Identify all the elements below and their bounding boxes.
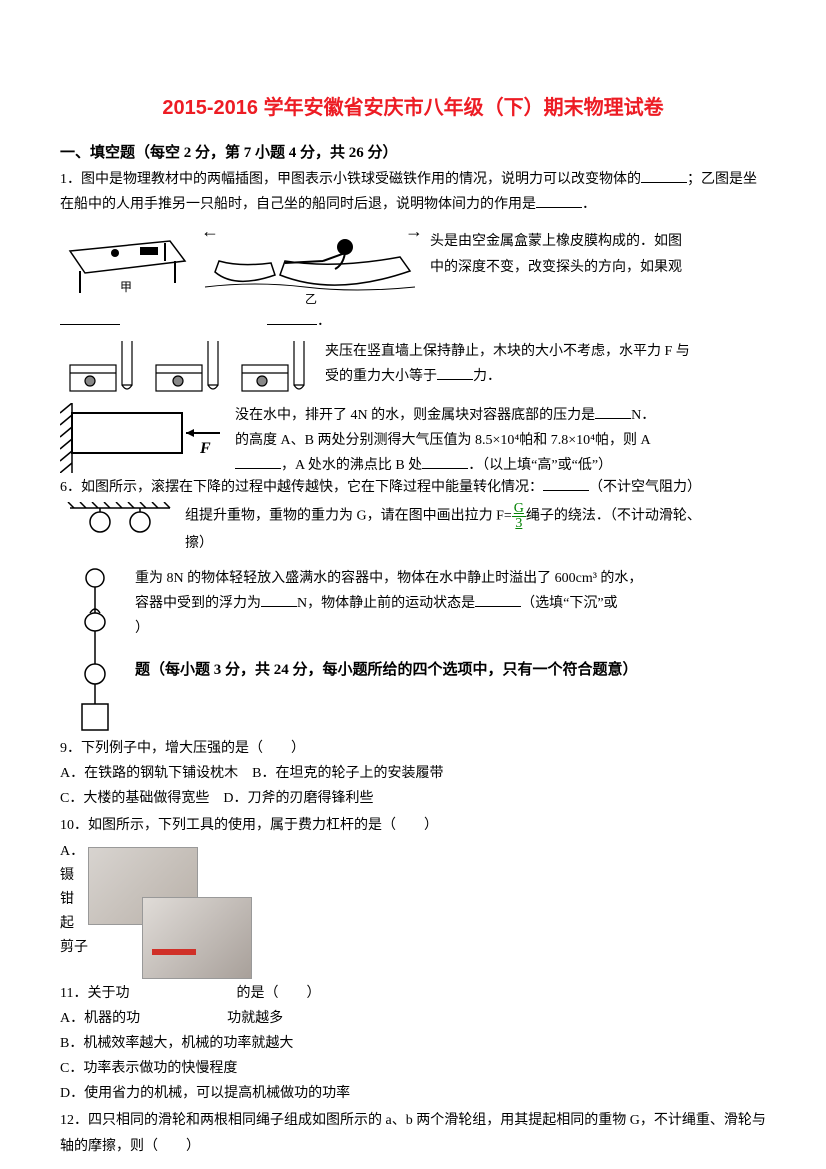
q9-stem: 9．下列例子中，增大压强的是（ ） — [60, 736, 766, 761]
q4-b: N． — [631, 408, 655, 423]
q11-stem-a: 11．关于功 — [60, 986, 129, 1001]
q6-a: 6．如图所示，滚摆在下降的过程中越传越快，它在下降过程中能量转化情况： — [60, 480, 543, 495]
svg-text:←: ← — [201, 221, 219, 241]
q11-D: D．使用省力的机械，可以提高机械做功的功率 — [60, 1086, 350, 1101]
q8-blank1 — [261, 593, 297, 607]
q12: 12．四只相同的滑轮和两根相同绳子组成如图所示的 a、b 两个滑轮组，用其提起相… — [60, 1108, 766, 1158]
q1-blank2 — [536, 194, 582, 208]
q7-frac-den: 3 — [512, 517, 526, 531]
figure-wall-block: F — [60, 403, 230, 473]
svg-text:F: F — [199, 440, 211, 457]
q5-a: 的高度 A、B 两处分别测得大气压值为 8.5×10⁴帕和 7.8×10⁴帕，则… — [235, 433, 651, 448]
q9-B: B．在坦克的轮子上的安装履带 — [252, 766, 443, 781]
q5-c: ．（以上填“高”或“低”） — [468, 458, 612, 473]
figure-pulley-frame — [60, 502, 180, 560]
q11: 11．关于功 的是（ ） A．机器的功 功就越多 B．机械效率越大，机械的功率就… — [60, 981, 766, 1107]
q2-tail: ． — [317, 314, 331, 329]
figure-hanging-pulley — [60, 566, 130, 736]
q2-tail-row: ． — [60, 309, 766, 334]
q4-a: 没在水中，排开了 4N 的水，则金属块对容器底部的压力是 — [235, 408, 595, 423]
svg-text:→: → — [405, 221, 423, 241]
q1-text-c: ． — [582, 197, 596, 212]
q3-b: 受的重力大小等于 — [325, 369, 437, 384]
q8-text: 重为 8N 的物体轻轻放入盛满水的容器中，物体在水中静止时溢出了 600cm³ … — [135, 566, 766, 685]
q2-b: 中的深度不变，改变探头的方向，如果观 — [430, 260, 682, 275]
photo-scissors — [142, 897, 252, 979]
q10: 10．如图所示，下列工具的使用，属于费力杠杆的是（ ） A． 镊 钳 起 剪子 — [60, 813, 766, 978]
q7-a: 组提升重物，重物的重力为 G，请在图中画出拉力 F= — [185, 508, 512, 523]
figure-u-tubes — [60, 335, 320, 397]
q4-blank — [595, 405, 631, 419]
q3-blank — [437, 366, 473, 380]
q10-B-tool: 钳 — [60, 887, 74, 912]
q11-stem-b: 的是（ ） — [236, 986, 320, 1001]
q10-D-tool: 剪子 — [60, 935, 88, 960]
q7-text: 组提升重物，重物的重力为 G，请在图中画出拉力 F=G3绳子的绕法．（不计动滑轮… — [185, 502, 766, 556]
svg-text:甲: 甲 — [120, 280, 132, 294]
q6: 6．如图所示，滚摆在下降的过程中越传越快，它在下降过程中能量转化情况： （不计空气… — [60, 475, 766, 500]
figure-boat: ← → 乙 — [195, 217, 425, 305]
svg-text:乙: 乙 — [305, 292, 317, 305]
q4q5-text: 没在水中，排开了 4N 的水，则金属块对容器底部的压力是 N． 的高度 A、B 两… — [235, 403, 766, 479]
q1-blank1 — [641, 169, 687, 183]
q1: 1．图中是物理教材中的两幅插图，甲图表示小铁球受磁铁作用的情况，说明力可以改变物… — [60, 167, 766, 217]
q7-c: 擦） — [185, 536, 213, 551]
q10-A-tool: 镊 — [60, 863, 74, 888]
q8-c: N，物体静止前的运动状态是 — [297, 596, 475, 611]
q3-c: 力． — [473, 369, 501, 384]
q11-A-a: A．机器的功 — [60, 1011, 140, 1026]
q11-C: C．功率表示做功的快慢程度 — [60, 1061, 237, 1076]
q8-a: 重为 8N 的物体轻轻放入盛满水的容器中，物体在水中静止时溢出了 600cm³ … — [135, 571, 642, 586]
q10-stem: 10．如图所示，下列工具的使用，属于费力杠杆的是（ ） — [60, 813, 766, 838]
q8-paren: ） — [135, 621, 149, 636]
q8-d: （选填“下沉”或 — [521, 596, 617, 611]
q8-b: 容器中受到的浮力为 — [135, 596, 261, 611]
scissor-handle — [152, 949, 196, 955]
q5-blank1 — [235, 455, 281, 469]
q7-b: 绳子的绕法．（不计动滑轮、 — [526, 508, 701, 523]
q12-stem: 12．四只相同的滑轮和两根相同绳子组成如图所示的 a、b 两个滑轮组，用其提起相… — [60, 1113, 766, 1153]
q11-A-b: 功就越多 — [227, 1011, 283, 1026]
page-title: 2015-2016 学年安徽省安庆市八年级（下）期末物理试卷 — [60, 90, 766, 126]
q7-frac-num: G — [512, 502, 526, 517]
q10-A-label: A． — [60, 839, 84, 864]
q9: 9．下列例子中，增大压强的是（ ） A．在铁路的钢轨下铺设枕木 B．在坦克的轮子… — [60, 736, 766, 812]
q9-D: D．刀斧的刃磨得锋利些 — [223, 791, 373, 806]
section1-header: 一、填空题（每空 2 分，第 7 小题 4 分，共 26 分） — [60, 140, 766, 167]
q2-a: 头是由空金属盒蒙上橡皮膜构成的．如图 — [430, 234, 682, 249]
q2-blank-lead — [60, 311, 120, 325]
q11-B: B．机械效率越大，机械的功率就越大 — [60, 1036, 293, 1051]
section2-header: 题（每小题 3 分，共 24 分，每小题所给的四个选项中，只有一个符合题意） — [135, 657, 766, 684]
q6-b: （不计空气阻力） — [589, 480, 701, 495]
q6-blank — [543, 477, 589, 491]
figure-desk-magnet: 甲 — [60, 221, 190, 299]
q3-a: 夹压在竖直墙上保持静止，木块的大小不考虑，水平力 F 与 — [325, 344, 690, 359]
q7-fraction: G3 — [512, 502, 526, 531]
q5-blank2 — [422, 455, 468, 469]
q1-text-a: 1．图中是物理教材中的两幅插图，甲图表示小铁球受磁铁作用的情况，说明力可以改变物… — [60, 172, 641, 187]
q3-text: 夹压在竖直墙上保持静止，木块的大小不考虑，水平力 F 与 受的重力大小等于 力． — [325, 339, 766, 389]
q2-right-text: 头是由空金属盒蒙上橡皮膜构成的．如图 中的深度不变，改变探头的方向，如果观 — [430, 229, 766, 279]
q8-blank2 — [475, 593, 521, 607]
q9-A: A．在铁路的钢轨下铺设枕木 — [60, 766, 238, 781]
q5-b: ，A 处水的沸点比 B 处 — [281, 458, 422, 473]
q2-blank2 — [267, 311, 317, 325]
q10-C-tool: 起 — [60, 911, 74, 936]
q9-C: C．大楼的基础做得宽些 — [60, 791, 209, 806]
